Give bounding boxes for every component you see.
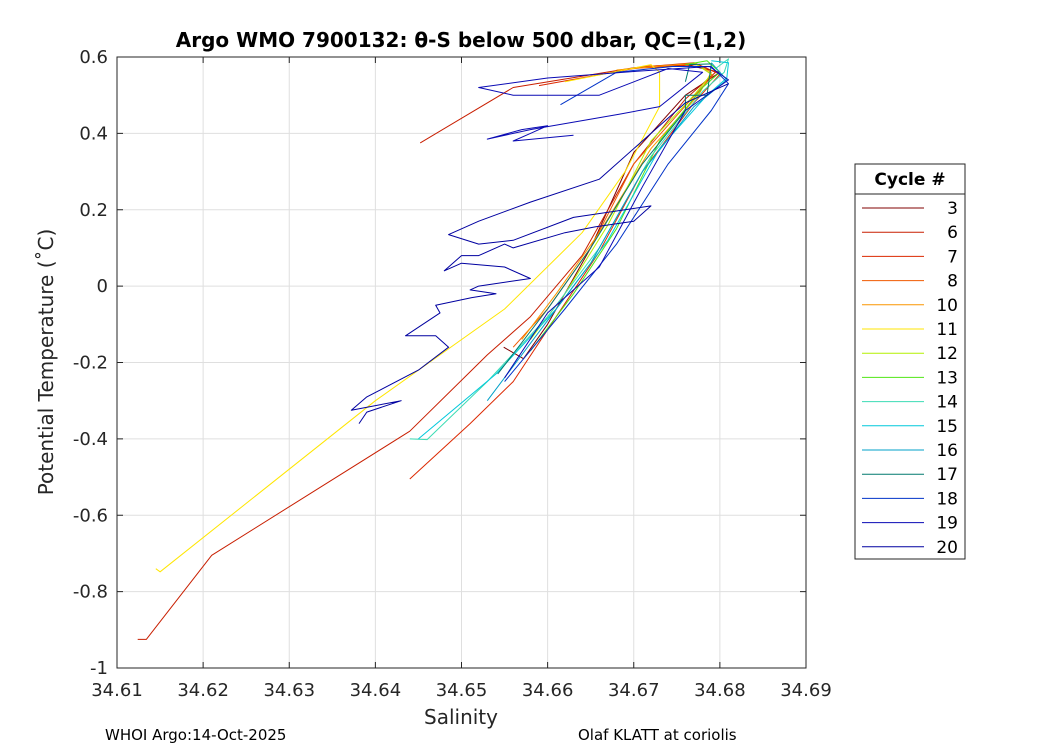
legend-label-cycle-12: 12	[936, 344, 958, 364]
legend-label-cycle-20: 20	[936, 538, 958, 558]
y-tick-label: -0.4	[73, 429, 108, 450]
legend-label-cycle-13: 13	[936, 368, 958, 388]
legend-items: 3 6 7 8 10 11 12 13 14 15 16 17 18 19 20	[862, 199, 958, 558]
y-tick-label: -0.6	[73, 505, 108, 526]
legend-label-cycle-7: 7	[947, 247, 958, 267]
series-group	[137, 58, 729, 640]
legend-title: Cycle #	[874, 170, 945, 190]
legend-label-cycle-6: 6	[947, 223, 958, 243]
grid	[116, 56, 807, 669]
legend-label-cycle-3: 3	[947, 199, 958, 219]
x-tick-label: 34.68	[694, 680, 746, 701]
x-tick-label: 34.69	[780, 680, 832, 701]
footer-left: WHOI Argo:14-Oct-2025	[105, 726, 287, 744]
legend-label-cycle-15: 15	[936, 417, 958, 437]
legend-label-cycle-8: 8	[947, 272, 958, 292]
series-line-cycle-7	[409, 64, 721, 480]
y-tick-label: -0.2	[73, 353, 108, 374]
series-line-cycle-19	[478, 66, 729, 379]
x-tick-label: 34.67	[608, 680, 660, 701]
y-tick-label: 0.6	[79, 47, 108, 68]
y-tick-label: 0	[97, 276, 108, 297]
legend-label-cycle-18: 18	[936, 489, 958, 509]
chart-title: Argo WMO 7900132: θ-S below 500 dbar, QC…	[176, 28, 746, 52]
y-tick-label: 0.4	[79, 123, 108, 144]
y-axis-label: Potential Temperature (˚C)	[34, 229, 58, 496]
legend-box	[854, 163, 966, 560]
x-axis: 34.61 34.62 34.63 34.64 34.65 34.66 34.67 34.68…	[91, 57, 832, 701]
legend-label-cycle-19: 19	[936, 514, 958, 534]
series-line-cycle-13	[530, 60, 721, 352]
legend: Cycle # 3 6 7 8 10 11 12 13 14 15 16 17 18 19 20	[854, 163, 966, 560]
legend-label-cycle-10: 10	[936, 296, 958, 316]
legend-label-cycle-17: 17	[936, 465, 958, 485]
series-line-cycle-15	[418, 60, 729, 440]
series-line-cycle-6	[137, 62, 717, 640]
y-tick-label: -1	[90, 658, 108, 679]
footer-right: Olaf KLATT at coriolis	[578, 726, 737, 744]
x-tick-label: 34.64	[350, 680, 402, 701]
series-line-cycle-18	[504, 66, 729, 382]
y-tick-label: -0.8	[73, 582, 108, 603]
y-tick-label: 0.2	[79, 200, 108, 221]
series-line-cycle-16	[486, 62, 728, 402]
x-tick-label: 34.65	[436, 680, 488, 701]
series-line-cycle-20	[350, 83, 729, 424]
legend-label-cycle-14: 14	[936, 393, 958, 413]
x-axis-label: Salinity	[424, 705, 498, 729]
x-tick-label: 34.61	[91, 680, 143, 701]
legend-label-cycle-11: 11	[936, 320, 958, 340]
x-tick-label: 34.62	[177, 680, 229, 701]
series-line-cycle-11	[155, 64, 661, 573]
legend-label-cycle-16: 16	[936, 441, 958, 461]
x-tick-label: 34.66	[522, 680, 574, 701]
x-tick-label: 34.63	[263, 680, 315, 701]
y-axis: 0.6 0.4 0.2 0 -0.2 -0.4 -0.6 -0.8 -1	[73, 47, 806, 679]
